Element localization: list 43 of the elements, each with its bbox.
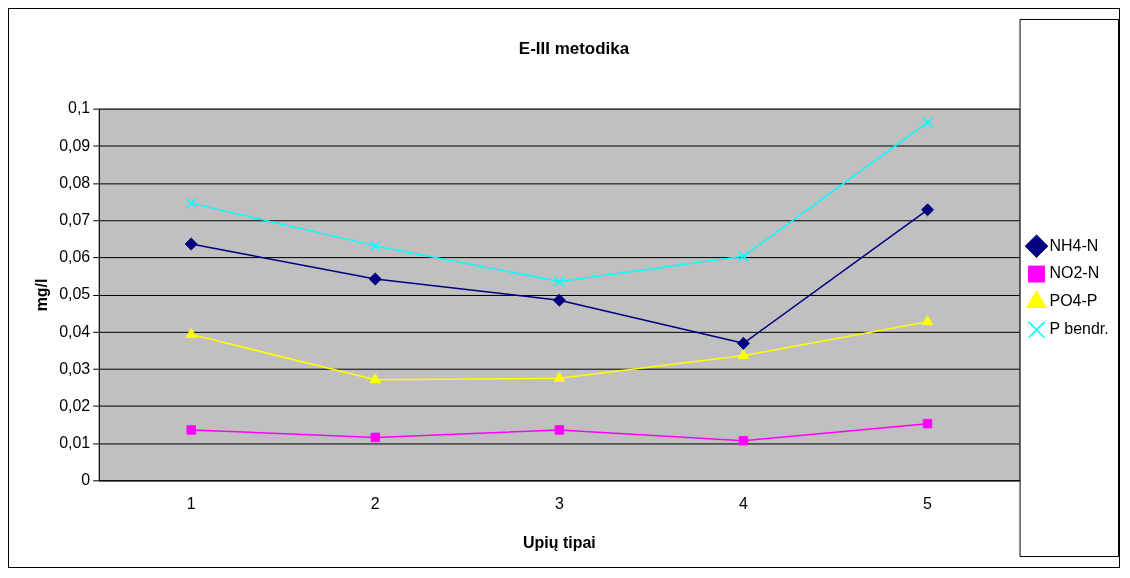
y-tick-label: 0,05 <box>59 285 91 303</box>
y-tick-label: 0 <box>81 471 91 489</box>
legend-label: NH4-N <box>1049 236 1099 254</box>
point <box>554 425 565 435</box>
point <box>553 371 566 382</box>
point <box>921 116 934 129</box>
x-tick-label: 4 <box>739 494 749 512</box>
point <box>736 336 750 350</box>
y-tick-label: 0,1 <box>68 99 91 117</box>
legend-label: NO2-N <box>1049 264 1100 282</box>
y-axis-title: mg/l <box>32 278 50 312</box>
point <box>369 373 381 384</box>
x-tick-label: 5 <box>923 494 933 512</box>
y-tick-label: 0,09 <box>59 136 91 154</box>
point <box>370 432 381 443</box>
point <box>369 240 381 252</box>
y-tick-label: 0,06 <box>59 248 91 266</box>
y-tick-label: 0,04 <box>59 322 91 340</box>
y-tick-label: 0,07 <box>59 211 91 228</box>
point <box>738 436 749 446</box>
y-tick-label: 0,08 <box>59 173 91 191</box>
y-tick-label: 0,03 <box>59 359 91 377</box>
x-tick-label: 2 <box>370 494 380 512</box>
x-tick-label: 1 <box>186 494 196 512</box>
point <box>921 203 935 217</box>
point <box>737 250 750 262</box>
point <box>185 327 197 338</box>
point <box>921 315 934 326</box>
x-axis-title: Upių tipai <box>523 533 596 551</box>
y-tick-label: 0,02 <box>59 396 91 414</box>
legend-label: PO4-P <box>1049 292 1098 310</box>
point <box>368 272 382 286</box>
point <box>184 237 198 251</box>
point <box>185 197 197 209</box>
point <box>552 293 566 307</box>
point <box>186 425 196 435</box>
point <box>737 349 750 360</box>
chart-title: E-III metodika <box>518 38 630 58</box>
y-tick-label: 0,01 <box>59 434 91 452</box>
x-tick-label: 3 <box>554 494 564 512</box>
point <box>922 418 933 429</box>
point <box>553 275 566 288</box>
legend-label: P bendr. <box>1049 320 1109 338</box>
